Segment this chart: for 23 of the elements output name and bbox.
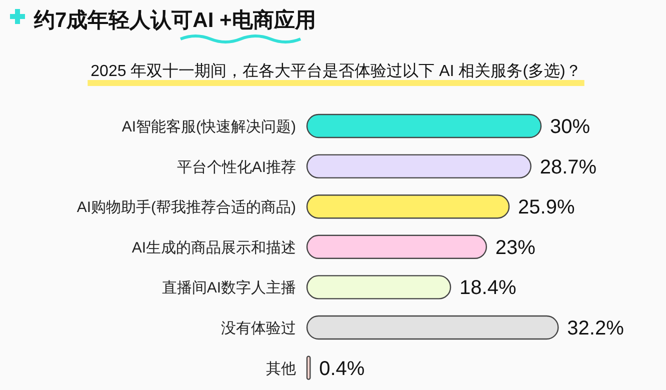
y-tick-label: AI智能客服(快速解决问题) — [122, 118, 296, 136]
y-tick-label: AI购物助手(帮我推荐合适的商品) — [76, 199, 296, 216]
bar — [306, 114, 542, 138]
chart-title: 约7成年轻人认可AI +电商应用 — [33, 8, 316, 32]
bar — [306, 356, 311, 380]
data-label: 28.7% — [540, 156, 597, 178]
bar — [306, 275, 452, 300]
data-label: 25.9% — [518, 196, 575, 219]
data-label: 23% — [495, 236, 536, 259]
data-label: 32.2% — [567, 318, 624, 340]
y-tick-label: AI生成的商品展示和描述 — [132, 239, 296, 256]
y-tick-label: 没有体验过 — [221, 320, 296, 337]
chart-subtitle: 2025 年双十一期间，在各大平台是否体验过以下 AI 相关服务(多选)？ — [90, 62, 582, 80]
data-label: 0.4% — [319, 358, 365, 380]
bar — [306, 315, 559, 340]
data-label: 30% — [550, 116, 590, 138]
y-tick-label: 直播间AI数字人主播 — [162, 280, 296, 297]
bar — [306, 234, 487, 259]
bar — [306, 154, 532, 178]
y-tick-label: 平台个性化AI推荐 — [176, 158, 296, 176]
data-label: 18.4% — [460, 277, 516, 300]
y-tick-label: 其他 — [266, 360, 296, 378]
bar — [306, 194, 510, 219]
